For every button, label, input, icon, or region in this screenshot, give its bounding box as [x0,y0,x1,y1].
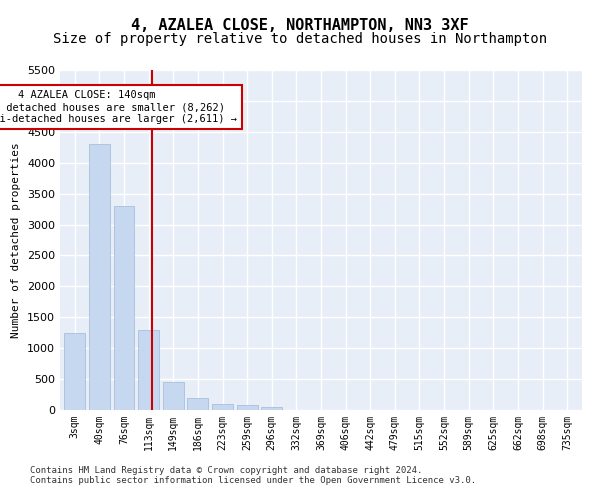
Bar [163,382,184,410]
Bar [261,407,282,410]
Text: 4, AZALEA CLOSE, NORTHAMPTON, NN3 3XF: 4, AZALEA CLOSE, NORTHAMPTON, NN3 3XF [131,18,469,32]
Y-axis label: Number of detached properties: Number of detached properties [11,142,22,338]
Text: Size of property relative to detached houses in Northampton: Size of property relative to detached ho… [53,32,547,46]
Text: Contains HM Land Registry data © Crown copyright and database right 2024.
Contai: Contains HM Land Registry data © Crown c… [30,466,476,485]
Bar [236,406,257,410]
Text: 4 AZALEA CLOSE: 140sqm
← 75% of detached houses are smaller (8,262)
24% of semi-: 4 AZALEA CLOSE: 140sqm ← 75% of detached… [0,90,237,124]
Bar [64,332,85,410]
Bar [89,144,110,410]
Bar [138,330,159,410]
Bar [187,398,208,410]
Bar [212,404,233,410]
Bar [113,206,134,410]
